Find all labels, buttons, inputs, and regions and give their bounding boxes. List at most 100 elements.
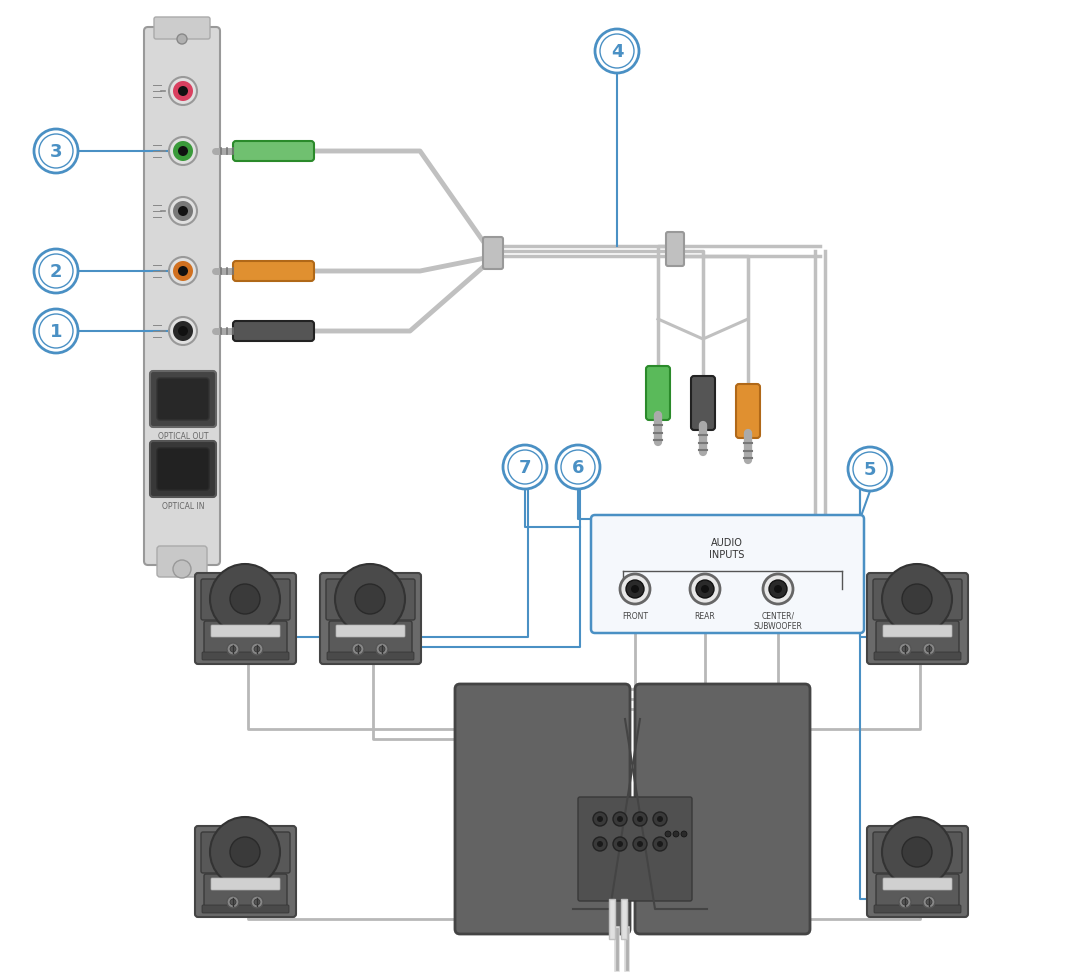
FancyBboxPatch shape	[158, 547, 207, 577]
Circle shape	[230, 585, 260, 614]
Circle shape	[178, 206, 188, 217]
FancyBboxPatch shape	[327, 652, 414, 660]
Text: 6: 6	[572, 459, 584, 476]
FancyBboxPatch shape	[195, 826, 296, 917]
Circle shape	[39, 254, 73, 289]
FancyBboxPatch shape	[201, 579, 290, 620]
FancyBboxPatch shape	[150, 372, 216, 427]
Circle shape	[556, 446, 600, 490]
Circle shape	[882, 818, 952, 887]
FancyBboxPatch shape	[158, 449, 209, 491]
Circle shape	[613, 812, 627, 826]
Circle shape	[657, 841, 663, 847]
Circle shape	[653, 837, 667, 851]
Circle shape	[882, 564, 952, 635]
Circle shape	[173, 82, 193, 102]
Text: 3: 3	[50, 143, 63, 160]
Circle shape	[210, 818, 279, 887]
FancyBboxPatch shape	[195, 573, 296, 664]
FancyBboxPatch shape	[233, 142, 314, 161]
Circle shape	[178, 327, 188, 336]
FancyBboxPatch shape	[636, 685, 810, 934]
Circle shape	[173, 322, 193, 341]
Circle shape	[613, 837, 627, 851]
Circle shape	[853, 453, 887, 486]
Circle shape	[626, 580, 644, 599]
Circle shape	[902, 837, 932, 867]
Circle shape	[701, 586, 709, 594]
Text: 2: 2	[50, 263, 63, 281]
FancyBboxPatch shape	[883, 625, 952, 638]
Circle shape	[763, 574, 793, 604]
FancyBboxPatch shape	[233, 262, 314, 282]
Circle shape	[899, 896, 911, 908]
Circle shape	[926, 646, 932, 652]
FancyBboxPatch shape	[666, 233, 684, 267]
Circle shape	[902, 646, 909, 652]
Bar	[609, 899, 615, 939]
Circle shape	[375, 644, 388, 655]
Circle shape	[689, 574, 720, 604]
Circle shape	[169, 318, 197, 345]
Circle shape	[169, 138, 197, 166]
Circle shape	[169, 258, 197, 286]
FancyBboxPatch shape	[868, 826, 968, 917]
Text: 7: 7	[519, 459, 531, 476]
Circle shape	[251, 896, 263, 908]
Circle shape	[597, 841, 603, 847]
Circle shape	[617, 817, 623, 822]
Circle shape	[39, 315, 73, 348]
Circle shape	[39, 135, 73, 169]
Circle shape	[177, 35, 187, 45]
Text: 5: 5	[864, 461, 876, 478]
Circle shape	[561, 451, 595, 484]
Circle shape	[593, 812, 607, 826]
Circle shape	[673, 831, 679, 837]
Circle shape	[178, 267, 188, 277]
FancyBboxPatch shape	[202, 905, 289, 913]
Circle shape	[637, 817, 643, 822]
Circle shape	[503, 446, 547, 490]
Circle shape	[696, 580, 714, 599]
FancyBboxPatch shape	[873, 579, 962, 620]
FancyBboxPatch shape	[873, 832, 962, 873]
Circle shape	[227, 644, 240, 655]
Circle shape	[774, 586, 782, 594]
Text: OPTICAL IN: OPTICAL IN	[162, 502, 204, 511]
Circle shape	[769, 580, 787, 599]
Circle shape	[620, 574, 650, 604]
FancyBboxPatch shape	[874, 905, 961, 913]
Circle shape	[35, 310, 78, 354]
Circle shape	[35, 130, 78, 174]
Circle shape	[230, 646, 236, 652]
FancyBboxPatch shape	[646, 367, 670, 421]
Circle shape	[595, 30, 639, 74]
Circle shape	[173, 142, 193, 161]
Circle shape	[355, 585, 385, 614]
Circle shape	[230, 899, 236, 905]
Circle shape	[593, 837, 607, 851]
Circle shape	[254, 646, 260, 652]
Circle shape	[665, 831, 671, 837]
Circle shape	[902, 585, 932, 614]
FancyBboxPatch shape	[211, 625, 279, 638]
Circle shape	[227, 896, 240, 908]
Circle shape	[617, 841, 623, 847]
Circle shape	[923, 644, 935, 655]
FancyBboxPatch shape	[329, 621, 412, 658]
Bar	[622, 899, 627, 939]
Text: 1: 1	[50, 323, 63, 340]
FancyBboxPatch shape	[691, 377, 715, 430]
Circle shape	[251, 644, 263, 655]
Circle shape	[355, 646, 361, 652]
Circle shape	[600, 35, 634, 68]
Circle shape	[926, 899, 932, 905]
Circle shape	[902, 899, 909, 905]
Circle shape	[923, 896, 935, 908]
Circle shape	[35, 249, 78, 293]
Circle shape	[352, 644, 364, 655]
Circle shape	[657, 817, 663, 822]
Circle shape	[178, 87, 188, 97]
Circle shape	[379, 646, 385, 652]
FancyBboxPatch shape	[336, 625, 405, 638]
